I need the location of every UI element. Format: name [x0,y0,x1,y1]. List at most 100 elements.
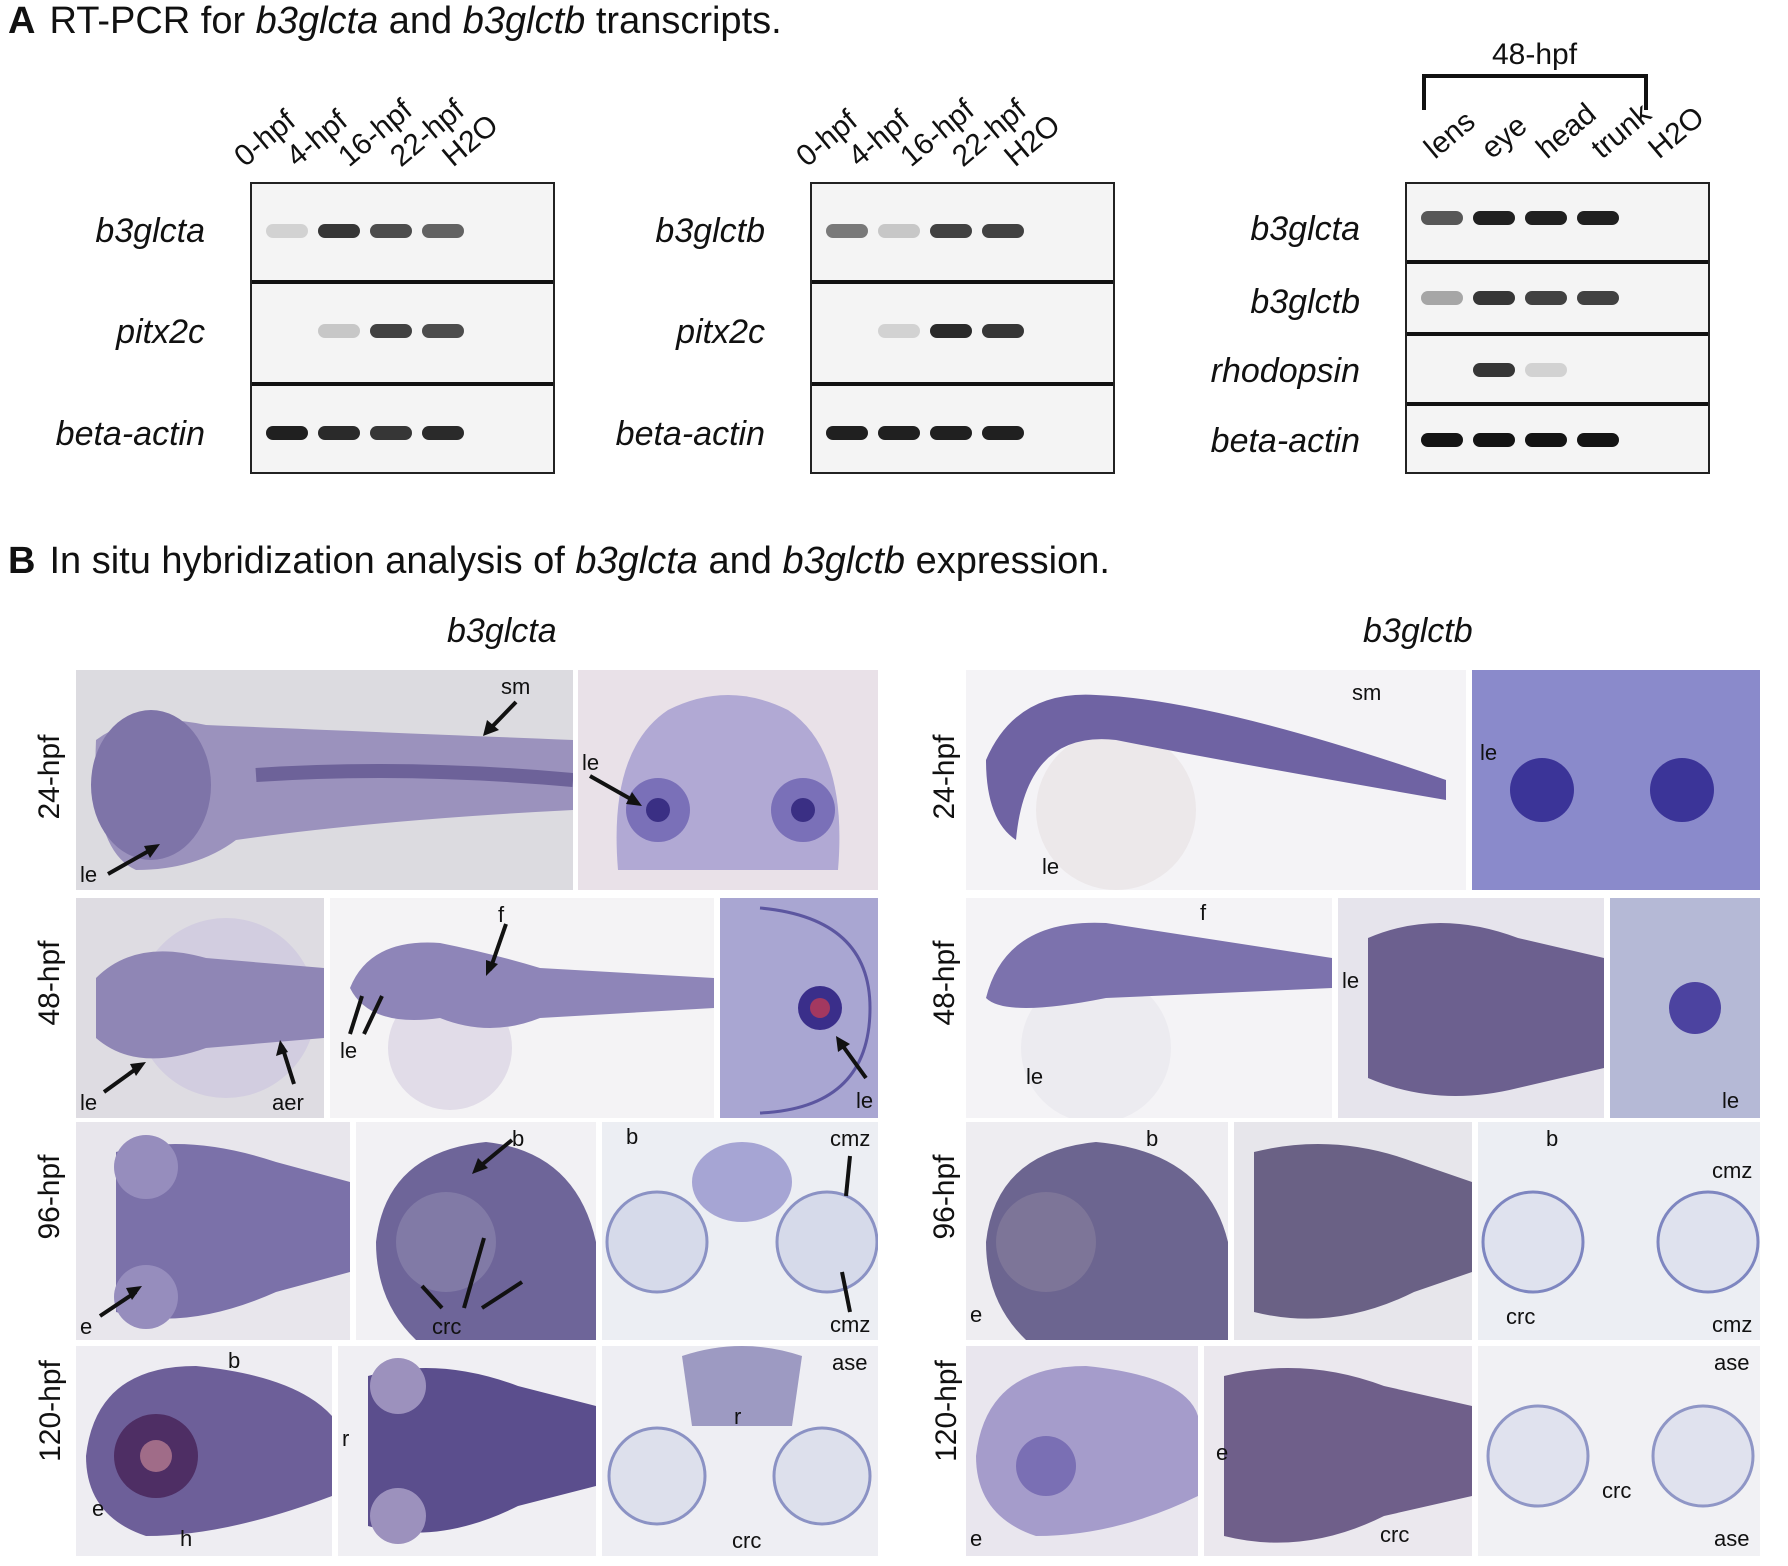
micrograph-48hpf-b-dorsal: le [1338,898,1604,1118]
gel1-row-label: beta-actin [55,415,205,453]
arrow-icon [483,700,518,736]
gel-band [1525,433,1567,447]
gel3-group-bracket [1422,74,1648,110]
micrograph-96hpf-a-lateral: b crc [356,1122,596,1340]
gel-band [422,224,464,238]
micrograph-48hpf-b-lateral: f le [966,898,1332,1118]
micrograph-48hpf-a-lateral: f le [330,898,714,1118]
micrograph-24hpf-b-lateral: sm le [966,670,1466,890]
stage-label-right: 120-hpf [930,1360,963,1462]
section-illustration [602,1122,878,1340]
gel-band [370,324,412,338]
arrow-icon [840,1271,852,1313]
section-a-letter: A [8,0,36,42]
gel3-row-label: b3glctb [1250,283,1360,321]
micrograph-120hpf-a-lateral: b e h [76,1346,332,1556]
gel3-row-label: b3glcta [1250,210,1360,248]
micrograph-48hpf-a-dorsal: le aer [76,898,324,1118]
section-illustration [720,898,878,1118]
arrow-icon [836,1036,868,1080]
annotation-le: le [582,750,600,775]
gel-band [1473,363,1515,377]
gel3-separator [1407,402,1708,406]
annotation-le: le [1026,1064,1044,1089]
section-illustration [578,670,878,890]
gel3-separator [1407,260,1708,264]
embryo-illustration [966,670,1466,890]
gel1-row-label: pitx2c [116,313,205,351]
micrograph-120hpf-b-dorsal: e crc [1204,1346,1472,1556]
gel-band [1577,211,1619,225]
gel1-separator [252,382,553,386]
column-title-right: b3glctb [1363,612,1473,650]
annotation-e: e [92,1496,105,1521]
gel2-image [810,182,1115,474]
section-b-title-mid: and [697,540,783,582]
annotation-crc: crc [1380,1522,1410,1547]
arrow-icon [98,1286,142,1318]
arrow-icon [276,1040,296,1085]
gel-band [422,324,464,338]
gel-band [1525,291,1567,305]
section-b-title-pre: In situ hybridization analysis of [49,540,576,582]
annotation-sm: sm [501,674,531,699]
annotation-le: le [1480,740,1498,765]
micrograph-96hpf-b-lateral: b e [966,1122,1228,1340]
embryo-illustration [966,1346,1198,1556]
gel-band [1525,363,1567,377]
gel2-separator [812,382,1113,386]
section-b-gene1: b3glcta [575,540,698,582]
micrograph-48hpf-b-section: le [1610,898,1760,1118]
gel3-row-label: rhodopsin [1210,352,1360,390]
micrograph-96hpf-a-dorsal: e [76,1122,350,1340]
gel-band [422,426,464,440]
gel-band [370,224,412,238]
section-a-gene2: b3glctb [462,0,586,42]
section-illustration [1478,1346,1760,1556]
micrograph-24hpf-b-section: le [1472,670,1760,890]
micrograph-24hpf-a-lateral: sm le [76,670,573,890]
embryo-illustration [76,1122,350,1340]
section-illustration [1610,898,1760,1118]
gel-band [266,426,308,440]
gel2-row-label: b3glctb [655,212,765,250]
stage-label-right: 96-hpf [928,1154,961,1240]
annotation-b: b [228,1348,241,1373]
annotation-b: b [626,1124,639,1149]
gel-band [1577,433,1619,447]
annotation-e: e [970,1302,983,1327]
gel-band [982,324,1024,338]
gel-band [370,426,412,440]
micrograph-96hpf-b-dorsal [1234,1122,1472,1340]
section-b-heading: B In situ hybridization analysis of b3glc… [8,540,1110,583]
annotation-cmz: cmz [830,1126,871,1151]
gel1-separator [252,280,553,284]
annotation-b: b [512,1126,525,1151]
gel3-row-label: beta-actin [1210,422,1360,460]
section-illustration [1472,670,1760,890]
annotation-le: le [856,1088,874,1113]
embryo-illustration [330,898,714,1118]
gel-band [1577,291,1619,305]
gel1-row-label: b3glcta [95,212,205,250]
gel-band [826,224,868,238]
embryo-illustration [338,1346,596,1556]
gel-band [1421,211,1463,225]
annotation-le: le [1342,968,1360,993]
annotation-sm: sm [1352,680,1382,705]
annotation-cmz: cmz [1712,1312,1753,1337]
section-a-gene1: b3glcta [255,0,379,42]
gel-band [318,426,360,440]
arrow-icon [102,1062,146,1094]
gel3-lane-label: lens [1418,104,1482,166]
arrow-icon [472,1138,514,1174]
section-a-title-post: transcripts. [585,0,782,42]
embryo-illustration [76,670,573,890]
annotation-le: le [1042,854,1060,879]
arrow-icon [589,774,642,806]
embryo-illustration [1234,1122,1472,1340]
annotation-r: r [342,1426,350,1451]
section-b-gene2: b3glctb [782,540,906,582]
annotation-le: le [80,862,98,887]
micrograph-120hpf-b-section: ase ase crc [1478,1346,1760,1556]
